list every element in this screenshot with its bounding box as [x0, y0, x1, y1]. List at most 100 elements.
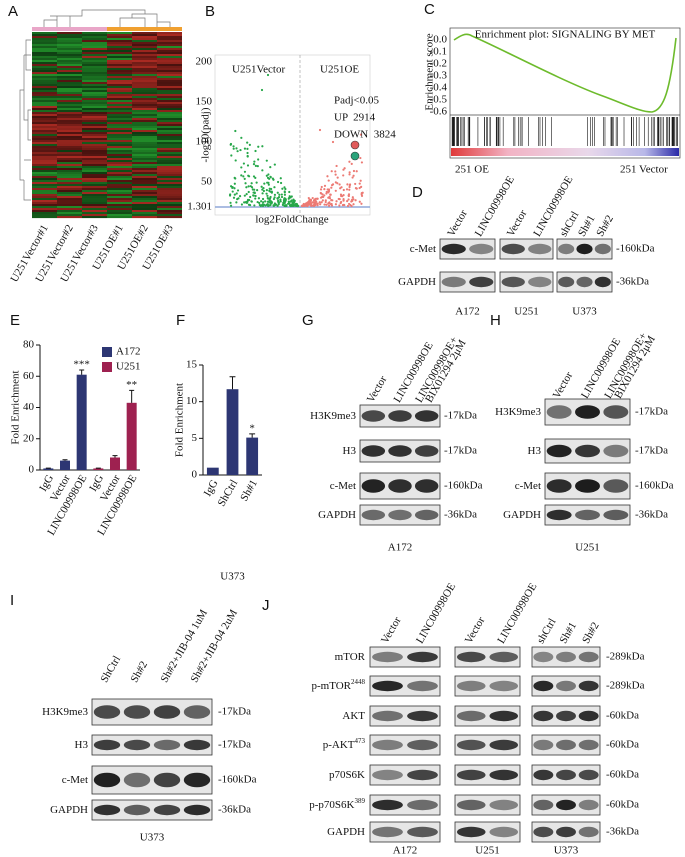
panel-letter: F	[176, 312, 185, 329]
heat-cell	[82, 210, 107, 213]
heat-cell	[57, 190, 82, 193]
axis-label: Enrichment score	[424, 33, 436, 110]
heat-cell	[107, 188, 132, 191]
y-tick-label: 150	[196, 96, 213, 108]
x-tick-label: IgG	[202, 478, 221, 499]
row-label: GAPDH	[503, 509, 541, 521]
point	[340, 186, 343, 189]
heat-cell	[132, 62, 157, 65]
heat-cell	[82, 168, 107, 171]
band	[388, 509, 412, 521]
point	[276, 180, 280, 184]
error-bar	[79, 369, 85, 375]
band	[407, 680, 438, 692]
heat-cell	[157, 132, 182, 135]
heat-cell	[132, 164, 157, 167]
heat-cell	[57, 52, 82, 55]
row-name: H3	[75, 739, 89, 751]
row-name: AKT	[342, 710, 365, 722]
heat-cell	[157, 166, 182, 169]
kda-label: -160kDa	[218, 774, 257, 786]
heat-cell	[57, 92, 82, 95]
heat-cell	[132, 74, 157, 77]
heat-cell	[107, 44, 132, 47]
row-site: 389	[355, 797, 366, 805]
heat-cell	[57, 160, 82, 163]
heat-cell	[157, 144, 182, 147]
band	[361, 410, 386, 422]
heat-cell	[132, 120, 157, 123]
band	[93, 804, 121, 816]
band	[576, 243, 593, 255]
heat-cell	[107, 186, 132, 189]
heat-cell	[32, 76, 57, 79]
point	[248, 203, 252, 207]
point	[253, 204, 256, 207]
plot-frame	[449, 27, 681, 159]
heat-cell	[157, 100, 182, 103]
heat-cell	[107, 80, 132, 83]
heat-cell	[82, 86, 107, 89]
heat-cell	[32, 150, 57, 153]
heat-cell	[32, 140, 57, 143]
heat-cell	[82, 148, 107, 151]
point	[284, 187, 287, 191]
heat-cell	[32, 34, 57, 37]
heat-cell	[132, 116, 157, 119]
heat-cell	[82, 162, 107, 165]
heat-cell	[32, 144, 57, 147]
point	[322, 195, 325, 199]
heat-cell	[82, 152, 107, 155]
point	[330, 202, 333, 206]
heat-cell	[32, 74, 57, 77]
error-bar	[62, 459, 68, 461]
point	[351, 199, 354, 203]
row-name: c-Met	[515, 480, 541, 492]
heat-cell	[57, 38, 82, 41]
point	[267, 173, 270, 176]
point	[261, 169, 264, 172]
point	[311, 204, 315, 207]
heat-cell	[132, 86, 157, 89]
heat-cell	[57, 126, 82, 129]
heat-cell	[82, 32, 107, 35]
heat-cell	[132, 214, 157, 217]
heat-cell	[82, 42, 107, 45]
group-bar	[107, 27, 132, 31]
point	[254, 164, 257, 167]
heat-cell	[82, 108, 107, 111]
heat-cell	[82, 54, 107, 57]
point	[246, 151, 249, 155]
band	[441, 276, 466, 288]
heat-cell	[82, 130, 107, 133]
heat-cell	[107, 122, 132, 125]
heat-cell	[82, 206, 107, 209]
heat-cell	[157, 74, 182, 77]
band	[533, 769, 554, 781]
heat-cell	[32, 88, 57, 91]
heat-cell	[157, 134, 182, 137]
heat-cell	[132, 84, 157, 87]
heat-cell	[157, 86, 182, 89]
heat-cell	[82, 186, 107, 189]
point	[265, 174, 268, 177]
heat-cell	[32, 180, 57, 183]
heat-cell	[82, 44, 107, 47]
point	[231, 190, 234, 193]
bar	[43, 468, 54, 470]
heat-cell	[107, 216, 132, 219]
point	[229, 142, 233, 146]
y-tick-label: 80	[23, 339, 35, 351]
cell-line: U251	[575, 542, 599, 554]
group-label: 251 OE	[455, 164, 489, 176]
point	[250, 200, 253, 203]
point	[328, 201, 331, 204]
heat-cell	[32, 44, 57, 47]
heat-cell	[132, 200, 157, 203]
heat-cell	[82, 58, 107, 61]
band	[372, 826, 403, 838]
point	[336, 182, 339, 185]
heat-cell	[132, 56, 157, 59]
heat-cell	[82, 80, 107, 83]
panel-letter: A	[8, 3, 18, 20]
